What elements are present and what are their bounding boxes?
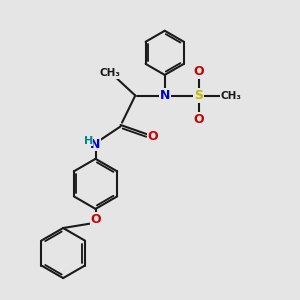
Text: CH₃: CH₃ [220, 91, 242, 100]
Text: CH₃: CH₃ [100, 68, 121, 78]
Text: O: O [193, 112, 204, 126]
Text: H: H [83, 136, 93, 146]
Text: O: O [90, 213, 101, 226]
Text: N: N [160, 89, 170, 102]
Text: S: S [194, 89, 203, 102]
Text: N: N [90, 138, 101, 151]
Text: O: O [148, 130, 158, 143]
Text: O: O [193, 65, 204, 79]
